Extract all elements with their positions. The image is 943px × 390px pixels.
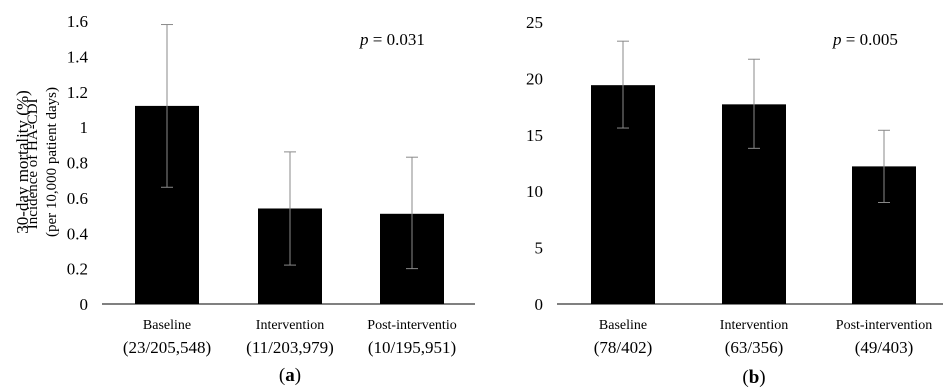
- y-tick-label: 0.2: [67, 260, 88, 279]
- category-count-label: (49/403): [855, 338, 914, 357]
- marks: 0 0.2 0.4 0.6 0.8 1 1.2 1.4 1.6 Baseline (23/205,5…: [67, 12, 457, 357]
- y-axis-label-line1: Incidence of HA-CDI: [25, 98, 41, 229]
- panel-label: (a): [279, 365, 301, 386]
- y-tick-label: 10: [526, 182, 543, 201]
- category-count-label: (78/402): [594, 338, 653, 357]
- y-tick-label: 1: [80, 118, 89, 137]
- panel-label: (b): [742, 367, 765, 388]
- y-tick-label: 15: [526, 126, 543, 145]
- p-value: = 0.031: [369, 30, 425, 49]
- category-label: Post-interventio: [367, 318, 456, 333]
- y-axis-label: Incidence of HA-CDI (per 10,000 patient …: [25, 87, 60, 237]
- y-axis-label-line2: (per 10,000 patient days): [44, 87, 60, 237]
- category-count-label: (23/205,548): [123, 338, 211, 357]
- category-label: Post-intervention: [836, 318, 932, 333]
- y-tick-label: 0: [535, 295, 544, 314]
- marks: 0 5 10 15 20 25 Baseline (78/402) Intervention (6…: [526, 13, 932, 357]
- y-axis-label: 30-day mortality (%): [13, 90, 32, 234]
- p-symbol: p: [832, 30, 842, 49]
- p-value-annotation: p = 0.005: [832, 30, 898, 49]
- y-tick-label: 20: [526, 69, 543, 88]
- p-value-annotation: p = 0.031: [359, 30, 425, 49]
- y-tick-label: 1.6: [67, 12, 88, 31]
- y-tick-label: 0.4: [67, 224, 89, 243]
- p-symbol: p: [359, 30, 369, 49]
- y-tick-label: 0.8: [67, 154, 88, 173]
- category-count-label: (10/195,951): [368, 338, 456, 357]
- y-tick-label: 1.4: [67, 47, 89, 66]
- category-label: Baseline: [599, 318, 647, 333]
- category-label: Baseline: [143, 318, 191, 333]
- p-value: = 0.005: [842, 30, 898, 49]
- category-count-label: (63/356): [725, 338, 784, 357]
- category-label: Intervention: [720, 318, 788, 333]
- category-label: Intervention: [256, 318, 324, 333]
- y-tick-label: 0.6: [67, 189, 88, 208]
- panel-b: 30-day mortality (%) p = 0.005 (b) 05101…: [13, 13, 943, 388]
- category-count-label: (11/203,979): [246, 338, 334, 357]
- panel-a: Incidence of HA-CDI (per 10,000 patient …: [25, 12, 475, 386]
- y-tick-label: 25: [526, 13, 543, 32]
- y-tick-label: 1.2: [67, 83, 88, 102]
- y-tick-label: 0: [80, 295, 89, 314]
- y-tick-label: 5: [535, 239, 544, 258]
